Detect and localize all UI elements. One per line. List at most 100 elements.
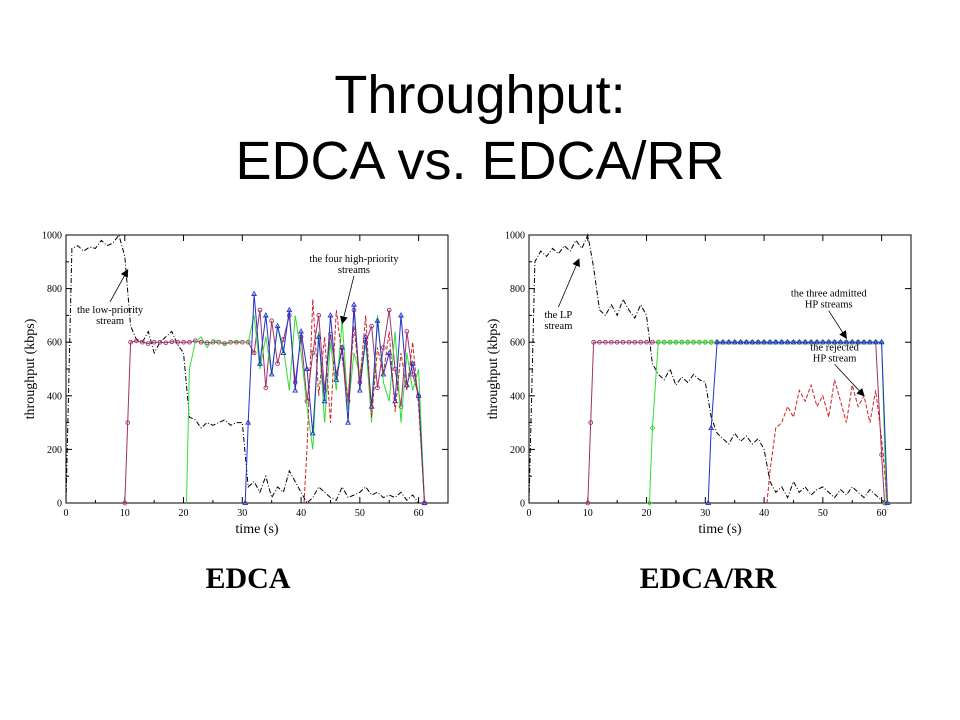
caption-edca-rr: EDCA/RR — [639, 562, 777, 595]
chart2-series-hp3-point — [849, 338, 856, 345]
chart2-series-hp2-point — [796, 339, 803, 346]
chart1-series-hp3-point — [398, 312, 404, 318]
chart2-series-hp2-point — [684, 339, 691, 346]
chart2-series-hp1-point — [638, 339, 644, 345]
chart1-series-hp3-point — [356, 387, 363, 393]
chart1-series-hp4-line — [303, 299, 425, 504]
chart1-series-hp3-point — [268, 371, 275, 377]
chart2-series-hp3-point — [784, 338, 791, 345]
chart2-series-lp-line — [528, 233, 888, 504]
chart1-series-hp3-point — [333, 376, 340, 382]
chart2-series-hp3-point — [831, 338, 838, 345]
chart2-series-hp3-point — [737, 338, 744, 345]
chart2-series-hp2-point — [696, 339, 703, 346]
chart1-series-hp1-point — [125, 420, 131, 425]
chart1-series-hp1-point — [151, 339, 157, 345]
chart2-series-hp3-point — [819, 338, 826, 345]
chart2-x-tick-label: 20 — [642, 508, 652, 519]
chart2-series-hp2-point — [678, 339, 685, 346]
chart2-y-tick-label: 800 — [510, 284, 525, 295]
chart2-series-hp2-point — [861, 339, 867, 346]
chart2-series-hp2-point — [655, 339, 662, 346]
chart2-series-hp1-point — [608, 339, 614, 345]
chart2-annotation-3-line-1: the rejected — [810, 342, 859, 353]
chart2-series-hp2-point — [849, 339, 856, 346]
chart1-series-hp1-point — [316, 313, 322, 318]
chart2-series-hp1-point — [597, 339, 602, 345]
chart2-series-hp2-point — [720, 339, 726, 346]
chart1-series-hp3-point — [327, 312, 334, 318]
chart2-annotation-2-arrow — [828, 310, 847, 340]
chart1-series-hp1-point — [234, 339, 239, 345]
chart1-series-hp3-point — [256, 360, 263, 366]
chart1-series-hp3-point — [286, 306, 293, 313]
chart1-x-tick-label: 60 — [414, 508, 424, 519]
chart2-series-hp1-point — [588, 420, 594, 425]
chart1-annotation-2-line-1: the four high-priority — [309, 254, 399, 265]
chart1-series-hp1-point — [140, 339, 145, 345]
chart1-series-hp3-point — [245, 419, 252, 425]
chart1-x-tick-label: 20 — [179, 508, 189, 519]
chart1-series-hp1-point — [128, 339, 133, 345]
chart2-series-hp1-point — [614, 339, 620, 345]
chart2-series-hp3-point — [861, 338, 867, 345]
chart2-series-hp3-point — [731, 338, 738, 345]
chart1-series-hp1-point — [134, 338, 139, 344]
chart2-series-hp2-point — [837, 339, 844, 346]
chart2-plot-frame — [528, 234, 912, 504]
chart1-series-hp1-point — [275, 361, 280, 366]
chart1-x-tick-label: 50 — [355, 508, 365, 519]
chart2-annotation-3-line-2: HP stream — [813, 353, 857, 364]
chart2-annotation-1-arrow — [558, 258, 580, 308]
chart1-y-tick-label: 0 — [57, 499, 62, 510]
chart1-annotation-2-arrow — [340, 275, 355, 325]
chart1-series-hp1-point — [398, 404, 404, 409]
chart1-annotation-2-line-2: streams — [338, 265, 370, 276]
chart2-series-hp3-point — [802, 338, 809, 345]
chart2-series-hp2-point — [814, 339, 820, 346]
chart2-series-hp3-point — [719, 338, 726, 345]
chart2-series-hp3-point — [714, 338, 721, 345]
chart2-series-hp2-point — [843, 339, 850, 346]
chart1-series-hp1-point — [181, 339, 186, 345]
chart1-x-tick-label: 0 — [64, 508, 69, 519]
chart2-series-hp2-point — [790, 339, 797, 346]
chart2-series-hp3-point — [884, 499, 891, 506]
chart1-y-tick-label: 1000 — [42, 231, 62, 242]
chart1-y-tick-label: 800 — [47, 284, 62, 295]
chart2-y-tick-label: 1000 — [505, 231, 525, 242]
chart2-series-hp2-point — [708, 339, 715, 346]
chart2-series-hp3-point — [872, 338, 879, 345]
chart2-y-tick-label: 200 — [510, 445, 525, 456]
chart2-series-hp2-point — [778, 339, 785, 346]
chart2-series-hp3-point — [837, 338, 844, 345]
chart2-series-hp3-point — [796, 338, 803, 345]
chart1-annotation-1-line-2: stream — [96, 316, 124, 327]
chart2-series-hp3-point — [814, 338, 820, 345]
chart2-series-hp2-point — [672, 339, 679, 346]
chart1-series-hp3-point — [298, 328, 305, 334]
chart2-series-hp1-point — [650, 339, 655, 345]
chart2-series-hp1-point — [632, 339, 638, 345]
chart1-series-hp2-line — [186, 315, 425, 504]
chart1-series-hp3-point — [409, 360, 416, 366]
chart2-series-hp3-point — [749, 338, 756, 345]
chart2-series-hp2-point — [743, 339, 750, 346]
chart2-series-hp3-point — [743, 338, 750, 345]
chart1-annotation-1-arrow — [109, 268, 129, 302]
chart1-x-axis-label: time (s) — [235, 522, 278, 537]
chart1-y-tick-label: 200 — [47, 445, 62, 456]
chart2-series-hp1-point — [585, 500, 591, 506]
chart2-x-tick-label: 30 — [700, 508, 710, 519]
chart1-series-hp3-point — [380, 371, 387, 377]
chart1-series-hp1-point — [169, 339, 175, 345]
chart1-annotation-1-line-1: the low-priority — [77, 305, 144, 316]
chart1-x-tick-label: 30 — [237, 508, 247, 519]
chart2-series-hp3-point — [825, 338, 832, 345]
chart1-y-axis-label: throughput (kbps) — [23, 318, 38, 419]
chart1-series-hp1-point — [216, 339, 222, 345]
chart2-series-hp2-point — [772, 339, 779, 346]
chart2-series-hp2-point — [749, 339, 756, 346]
